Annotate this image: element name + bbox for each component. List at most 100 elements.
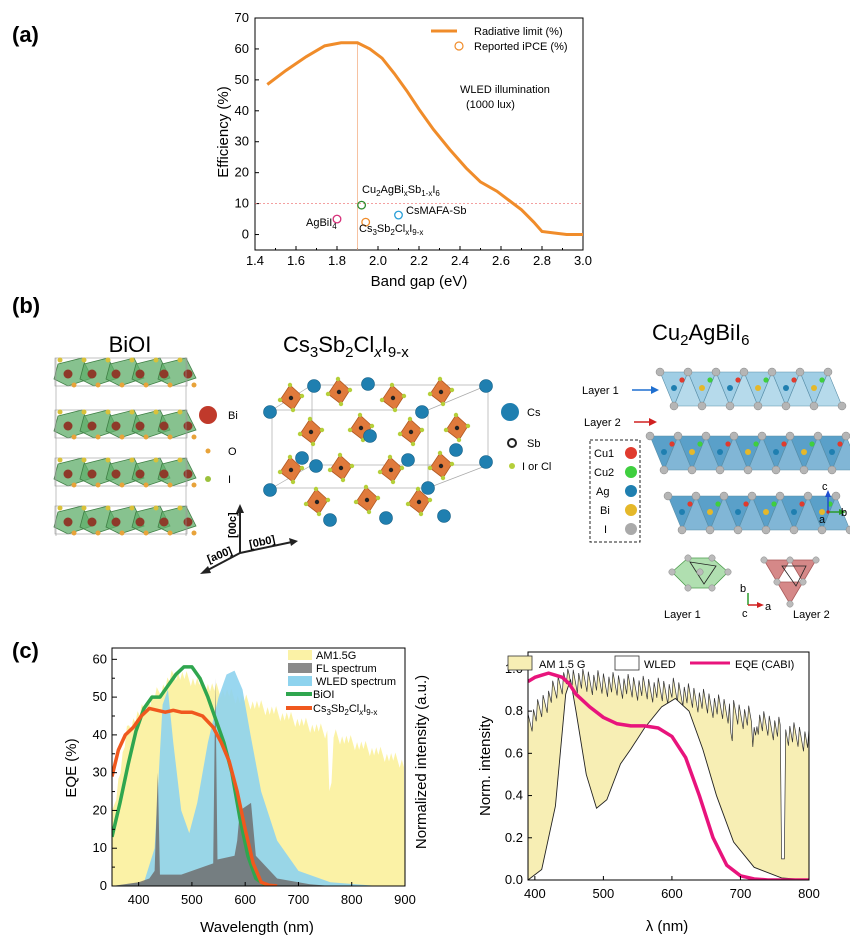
cs-sb-atom xyxy=(288,395,294,401)
cu-cu-atom xyxy=(743,501,749,507)
legend-wled-label: WLED spectrum xyxy=(316,676,396,688)
cs-halide-atom xyxy=(299,465,305,471)
legend-biooi-label: BiOI xyxy=(313,689,334,701)
layer2-i-atom xyxy=(786,600,794,608)
left-ytick-label: 0 xyxy=(100,878,107,893)
cs-cs-atom xyxy=(421,481,435,495)
bottom-axis-c: c xyxy=(742,608,748,620)
biooi-o-atom xyxy=(167,434,173,440)
point-label-agbii4: AgBiI4 xyxy=(306,217,337,231)
left-xtick-label: 500 xyxy=(181,892,203,907)
axis-c-label: [00c] xyxy=(227,512,239,538)
biooi-i-atom xyxy=(177,457,183,463)
cu-center-atom xyxy=(727,385,733,391)
biooi-o-atom xyxy=(191,382,197,388)
legend-wled-right-swatch xyxy=(614,655,640,671)
cu-i-atom xyxy=(753,401,763,411)
cs-halide-atom xyxy=(401,393,407,399)
legend-i-atom xyxy=(205,476,211,482)
biooi-bi-atom xyxy=(159,369,169,379)
panel-a-ytick-label: 70 xyxy=(235,10,249,25)
layer1-i-atom xyxy=(684,584,692,592)
bottom-axis-b: b xyxy=(740,583,746,595)
right-ytick-label: 0.6 xyxy=(505,745,523,760)
legend-cu2-atom xyxy=(625,466,637,478)
legend-iorcl-atom xyxy=(509,463,515,469)
cs-cs-atom xyxy=(415,405,429,419)
cu-i-atom xyxy=(659,465,669,475)
biooi-o-atom xyxy=(143,382,149,388)
bottom-axes: b c a xyxy=(740,583,772,620)
cs-cs-atom xyxy=(309,459,323,473)
biooi-i-atom xyxy=(129,409,135,415)
cu-cu-atom xyxy=(781,441,787,447)
bottom-layer1-label: Layer 1 xyxy=(664,609,701,621)
legend-cu1-atom xyxy=(625,447,637,459)
panel-c-left-legend: AM1.5G FL spectrum WLED spectrum BiOI Cs… xyxy=(286,650,396,717)
cu-cu-atom xyxy=(819,377,825,383)
cu-center-atom xyxy=(773,449,779,455)
panel-c-label: (c) xyxy=(12,638,39,663)
crystal-axes: [00c] [a00] [0b0] xyxy=(200,504,298,574)
cs-halide-atom xyxy=(325,391,331,397)
right-ytick-label: 0.8 xyxy=(505,703,523,718)
cu-i-atom xyxy=(803,491,813,501)
cs-sb-atom xyxy=(338,465,344,471)
biooi-o-atom xyxy=(191,530,197,536)
cu-cu-atom xyxy=(725,441,731,447)
cu-center-atom xyxy=(801,449,807,455)
legend-am15g-swatch xyxy=(288,650,312,660)
ipce-point-1 xyxy=(357,200,367,210)
cs-cs-atom xyxy=(263,405,277,419)
cs-halide-atom xyxy=(390,479,396,485)
right-xtick-label: 400 xyxy=(524,886,546,901)
panel-a-xtick-label: 3.0 xyxy=(574,253,592,268)
series-wled-right xyxy=(528,679,809,880)
cu-center-atom xyxy=(707,509,713,515)
biooi-o-atom xyxy=(167,530,173,536)
cs-halide-atom xyxy=(437,376,443,382)
ipce-point-2 xyxy=(361,217,371,227)
cu-center-atom xyxy=(735,509,741,515)
cs-halide-atom xyxy=(465,423,471,429)
point-label-csmafa: CsMAFA-Sb xyxy=(406,205,467,217)
biooi-i-atom xyxy=(129,505,135,511)
cs-halide-atom xyxy=(405,501,411,507)
cu-i-atom xyxy=(715,465,725,475)
panel-c-right-xlabel: λ (nm) xyxy=(646,918,689,935)
layer1-i-atom xyxy=(708,554,716,562)
cs-halide-atom xyxy=(327,467,333,473)
cs-halide-atom xyxy=(419,427,425,433)
cs-halide-atom xyxy=(299,393,305,399)
cu-i-atom xyxy=(683,367,693,377)
biooi-bi-atom xyxy=(111,517,121,527)
cu-i-atom xyxy=(739,367,749,377)
biooi-bi-atom xyxy=(135,517,145,527)
cs-halide-atom xyxy=(407,416,413,422)
cu-i-atom xyxy=(809,401,819,411)
cs-cs-atom xyxy=(295,451,309,465)
panel-a-xtick-label: 2.2 xyxy=(410,253,428,268)
cs-halide-atom xyxy=(440,401,446,407)
cs-halide-atom xyxy=(449,387,455,393)
cu-i-atom xyxy=(705,525,715,535)
cs-halide-atom xyxy=(389,382,395,388)
legend-marker-ipce xyxy=(454,41,464,51)
cu-axis-b: b xyxy=(841,507,847,519)
cu-center-atom xyxy=(829,449,835,455)
panel-a-xtick-label: 2.6 xyxy=(492,253,510,268)
cu-i-atom xyxy=(781,401,791,411)
layer1-i-atom xyxy=(684,554,692,562)
bottom-layer2-label: Layer 2 xyxy=(793,609,830,621)
left-ytick-label: 40 xyxy=(93,727,107,742)
cu-i-atom xyxy=(687,465,697,475)
cu-i-atom xyxy=(795,367,805,377)
left-ytick-label: 20 xyxy=(93,802,107,817)
cu-center-atom xyxy=(671,385,677,391)
cs-sb-atom xyxy=(336,389,342,395)
panel-a-xtick-label: 2.8 xyxy=(533,253,551,268)
biooi-o-atom xyxy=(191,434,197,440)
cu-center-atom xyxy=(791,509,797,515)
layer2-i-atom xyxy=(799,578,807,586)
cu-cu-atom xyxy=(687,501,693,507)
